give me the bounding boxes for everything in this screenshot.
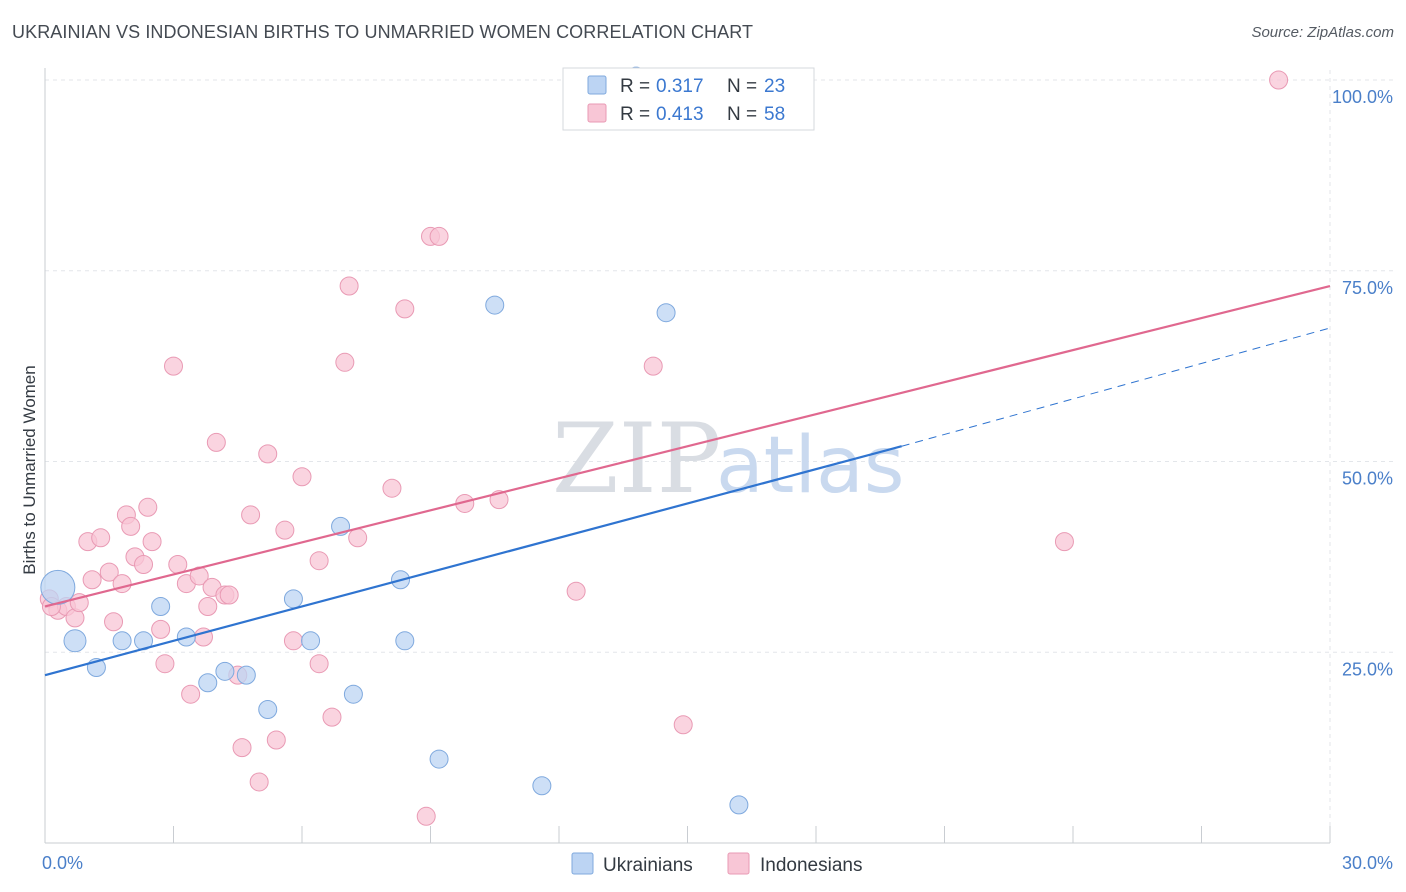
ukrainians-point-10 [258,699,278,719]
y-tick-label-0: 25.0% [1342,659,1393,679]
bottom-legend: Ukrainians Indonesians [571,852,862,876]
indonesians-point-34 [258,444,278,464]
indonesians-point-9 [104,612,124,632]
legend-r-label-2: R = [620,104,650,125]
bottom-legend-indonesians: Indonesians [760,855,862,876]
watermark-atlas-text: atlas [716,421,905,511]
legend-n-label-2: N = [727,104,757,125]
axes [44,68,1331,844]
indonesians-point-38 [292,467,312,487]
indonesians-point-6 [82,570,102,590]
indonesians-point-40 [309,654,329,674]
ukrainians-point-3 [112,631,132,651]
legend-n-value-2: 58 [764,104,785,125]
ukrainians-point-20 [656,303,676,323]
ukrainians-point-7 [198,673,218,693]
ukrainians-point-21 [729,795,749,815]
indonesians-point-12 [121,516,141,536]
indonesians-point-54 [673,715,693,735]
legend-r-label-1: R = [620,76,650,97]
x-tick-label-0: 0.0% [42,853,83,873]
ukrainians-point-14 [343,684,363,704]
indonesians-point-19 [164,356,183,376]
indonesians-point-31 [232,738,252,758]
indonesians-trend-line [44,284,1331,608]
bottom-legend-swatch-indonesians [727,852,750,875]
indonesians-point-44 [348,528,368,548]
bottom-legend-ukrainians: Ukrainians [603,855,693,876]
legend-n-label-1: N = [727,76,757,97]
indonesians-point-41 [322,707,342,727]
ukrainians-point-9 [236,665,256,685]
legend-n-value-1: 23 [764,76,785,97]
ukrainians-point-18 [485,295,505,315]
ukrainians-point-5 [151,596,171,616]
ukrainians-point-12 [301,631,321,651]
ukrainians-point-16 [395,631,415,651]
y-tick-label-3: 100.0% [1332,87,1393,107]
ukrainians-point-19 [532,776,552,796]
indonesians-point-14 [134,555,154,575]
indonesians-point-43 [339,276,359,296]
ukrainians-point-11 [283,589,303,609]
legend-swatch-indonesians [587,103,607,123]
y-tick-label-1: 50.0% [1342,469,1393,489]
ukrainians-point-8 [215,661,235,681]
ukrainians-trend-line [44,445,902,677]
indonesians-point-56 [1269,70,1289,90]
indonesians-point-53 [643,356,663,376]
indonesians-points [39,70,1289,826]
indonesians-point-45 [382,478,402,498]
source-label: Source: ZipAtlas.com [1251,24,1394,41]
indonesians-point-33 [249,772,269,792]
indonesians-point-25 [198,596,218,616]
chart-title: UKRAINIAN VS INDONESIAN BIRTHS TO UNMARR… [12,22,754,42]
indonesians-point-29 [219,585,239,605]
indonesians-point-27 [206,432,226,452]
indonesians-point-16 [142,532,162,552]
indonesians-point-46 [395,299,415,319]
indonesians-point-32 [241,505,261,525]
top-legend: R = 0.317 N = 23 R = 0.413 N = 58 [562,67,815,131]
indonesians-point-7 [91,528,111,548]
legend-r-value-2: 0.413 [656,104,704,125]
x-tick-label-1: 30.0% [1342,853,1393,873]
indonesians-point-49 [429,226,449,246]
indonesians-point-17 [151,619,171,639]
indonesians-point-35 [266,730,286,750]
indonesians-point-36 [275,520,295,540]
tick-labels: 25.0% 50.0% 75.0% 100.0% 0.0% 30.0% [42,87,1393,873]
legend-swatch-ukrainians [587,75,607,95]
legend-r-value-1: 0.317 [656,76,704,97]
indonesians-point-18 [155,654,175,674]
indonesians-point-47 [416,806,436,826]
indonesians-point-22 [181,684,201,704]
indonesians-point-37 [283,631,303,651]
y-axis-label: Births to Unmarried Women [20,365,39,574]
indonesians-point-8 [99,562,119,582]
indonesians-point-15 [138,497,158,517]
trend-lines [44,284,1331,677]
y-tick-label-2: 75.0% [1342,278,1393,298]
ukrainians-point-17 [429,749,449,769]
indonesians-point-55 [1054,532,1074,552]
indonesians-point-52 [566,581,586,601]
ukrainians-point-1 [63,629,87,653]
watermark: ZIP atlas [552,403,905,515]
indonesians-point-39 [309,551,329,571]
indonesians-point-42 [335,352,355,372]
bottom-legend-swatch-ukrainians [571,852,594,875]
ukrainians-points [40,66,749,815]
ukrainians-trend-extension [901,327,1331,447]
